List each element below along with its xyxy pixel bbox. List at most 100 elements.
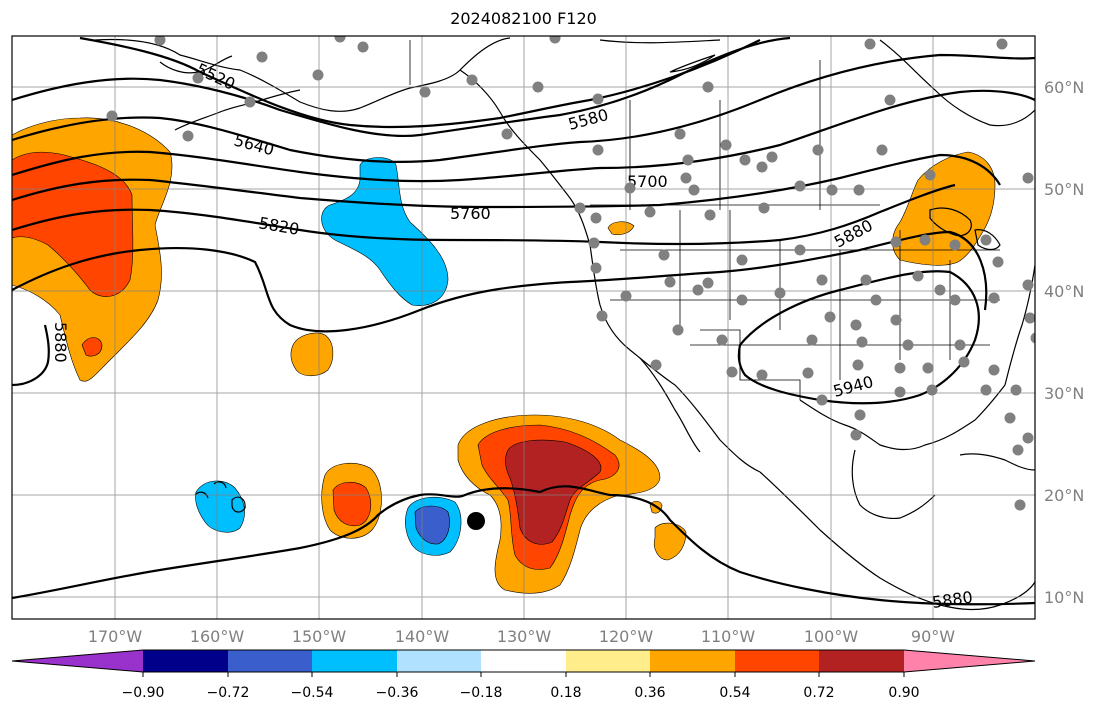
station-dot bbox=[1022, 279, 1034, 291]
station-dot bbox=[244, 96, 256, 108]
anomaly-central-darkred bbox=[505, 439, 602, 545]
station-dot bbox=[934, 284, 946, 296]
colorbar-swatch-m090 bbox=[143, 650, 228, 672]
colorbar-swatch-p036 bbox=[650, 650, 735, 672]
station-dot bbox=[949, 294, 961, 306]
station-dot bbox=[1010, 384, 1022, 396]
station-dot bbox=[1014, 499, 1026, 511]
lon-label-100w: 100°W bbox=[804, 627, 859, 646]
colorbar-swatch-m072 bbox=[228, 650, 312, 672]
station-dot bbox=[884, 94, 896, 106]
station-dot bbox=[312, 69, 324, 81]
contour-label-5880-s: 5880 bbox=[931, 587, 974, 611]
colorbar-swatch-p072 bbox=[819, 650, 904, 672]
colorbar-tick-p072: 0.72 bbox=[803, 685, 834, 701]
station-dot bbox=[1004, 412, 1016, 424]
station-dot bbox=[419, 86, 431, 98]
colorbar-swatch-m036 bbox=[397, 650, 481, 672]
station-dot bbox=[850, 319, 862, 331]
station-dot bbox=[794, 180, 806, 192]
station-dot bbox=[824, 311, 836, 323]
station-dot bbox=[850, 429, 862, 441]
station-dot bbox=[854, 409, 866, 421]
contour-label-5700: 5700 bbox=[627, 172, 668, 191]
colorbar-extend-right bbox=[904, 650, 1035, 672]
colorbar-swatch-p018 bbox=[566, 650, 650, 672]
station-dot bbox=[688, 184, 700, 196]
station-dot bbox=[736, 294, 748, 306]
colorbar-swatch-p054 bbox=[735, 650, 819, 672]
station-dot bbox=[182, 130, 194, 142]
station-dot bbox=[549, 36, 561, 44]
lon-labels: 170°W 160°W 150°W 140°W 130°W 120°W 110°… bbox=[88, 627, 955, 646]
station-dot bbox=[664, 276, 676, 288]
station-dot bbox=[596, 310, 608, 322]
colorbar-swatch-m054 bbox=[312, 650, 397, 672]
station-dot bbox=[590, 262, 602, 274]
borders bbox=[409, 40, 1000, 400]
colorbar-tick-p090: 0.90 bbox=[888, 685, 919, 701]
anomaly-blue-core-inner bbox=[414, 505, 450, 545]
station-dot bbox=[592, 144, 604, 156]
colorbar-tick-p018: 0.18 bbox=[550, 685, 581, 701]
station-dot bbox=[864, 38, 876, 50]
station-dot bbox=[592, 93, 604, 105]
contour-label-5880-w: 5880 bbox=[51, 322, 70, 363]
station-dot bbox=[736, 254, 748, 266]
lat-label-30n: 30°N bbox=[1044, 384, 1084, 403]
map-frame bbox=[11, 35, 1036, 620]
station-dot bbox=[716, 334, 728, 346]
station-dot bbox=[894, 362, 906, 374]
station-dot bbox=[720, 139, 732, 151]
station-dot bbox=[680, 172, 692, 184]
station-dot bbox=[1022, 432, 1034, 444]
colorbar-tick-m036: −0.36 bbox=[376, 685, 419, 701]
station-dot bbox=[1022, 172, 1034, 184]
station-dot bbox=[794, 244, 806, 256]
station-dot bbox=[650, 359, 662, 371]
station-dot bbox=[980, 234, 992, 246]
contour-label-5820: 5820 bbox=[257, 213, 300, 239]
station-dot bbox=[357, 41, 369, 53]
station-dot bbox=[890, 314, 902, 326]
station-dot bbox=[758, 202, 770, 214]
station-dot bbox=[958, 356, 970, 368]
colorbar-tick-p036: 0.36 bbox=[634, 685, 665, 701]
station-dot bbox=[624, 182, 636, 194]
station-dot bbox=[756, 161, 768, 173]
lon-label-160w: 160°W bbox=[190, 627, 245, 646]
contour-label-5640: 5640 bbox=[232, 131, 276, 160]
lat-label-60n: 60°N bbox=[1044, 78, 1084, 97]
lat-labels: 60°N 50°N 40°N 30°N 20°N 10°N bbox=[1044, 78, 1084, 607]
station-dot bbox=[702, 277, 714, 289]
storm-marker bbox=[467, 512, 485, 530]
station-dot bbox=[590, 212, 602, 224]
station-dot bbox=[894, 386, 906, 398]
station-dot bbox=[853, 184, 865, 196]
station-dot bbox=[802, 367, 814, 379]
station-dot bbox=[692, 284, 704, 296]
anomaly-greatlakes-orange bbox=[892, 151, 996, 266]
station-dots bbox=[106, 36, 1035, 511]
colorbar-tick-m054: −0.54 bbox=[291, 685, 334, 701]
station-dot bbox=[501, 128, 513, 140]
station-dot bbox=[816, 394, 828, 406]
station-dot bbox=[620, 290, 632, 302]
lon-label-170w: 170°W bbox=[88, 627, 143, 646]
station-dot bbox=[726, 366, 738, 378]
station-dot bbox=[912, 270, 924, 282]
station-dot bbox=[926, 384, 938, 396]
station-dot bbox=[466, 74, 478, 86]
lat-label-10n: 10°N bbox=[1044, 588, 1084, 607]
map-title: 2024082100 F120 bbox=[450, 9, 597, 28]
station-dot bbox=[682, 154, 694, 166]
station-dot bbox=[954, 339, 966, 351]
colorbar-tick-m090: −0.90 bbox=[122, 685, 165, 701]
lon-label-150w: 150°W bbox=[292, 627, 347, 646]
contour-label-5580: 5580 bbox=[566, 105, 610, 134]
station-dot bbox=[919, 234, 931, 246]
station-dot bbox=[154, 36, 166, 46]
station-dot bbox=[1012, 444, 1024, 456]
colorbar: −0.90 −0.72 −0.54 −0.36 −0.18 0.18 0.36 … bbox=[11, 649, 1036, 701]
colorbar-extend-left bbox=[12, 650, 143, 672]
